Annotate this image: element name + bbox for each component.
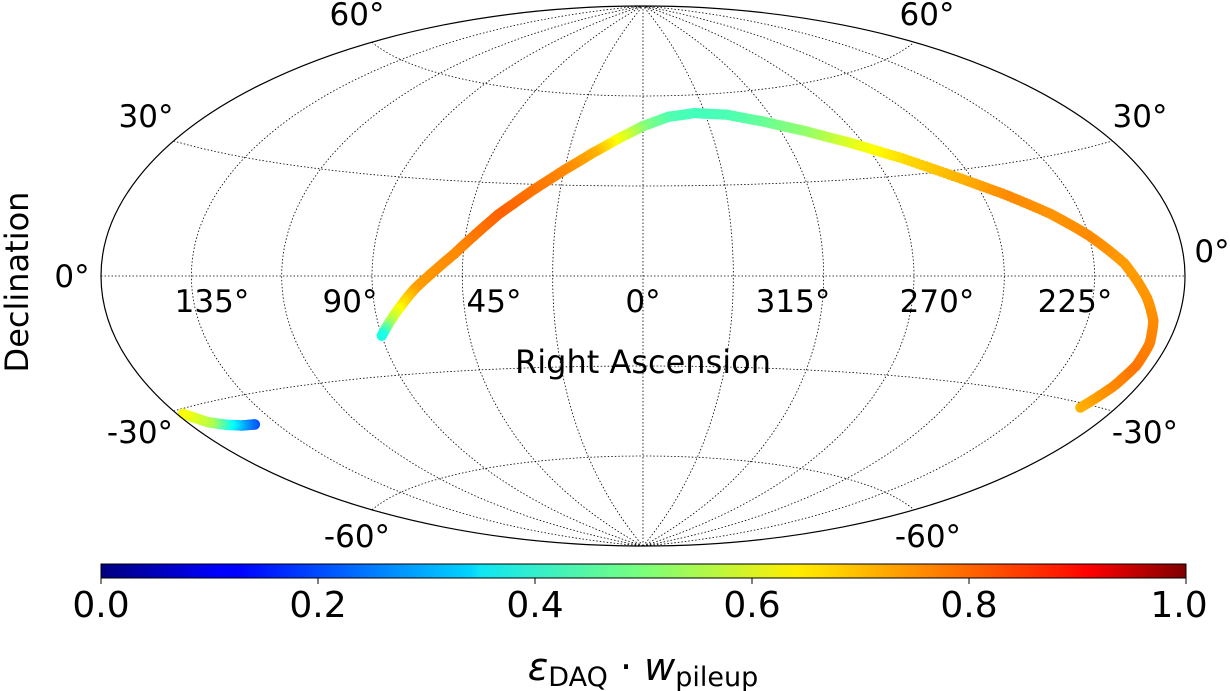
colorbar-tick-4: 0.8 xyxy=(940,585,997,626)
parallel-line xyxy=(173,365,1113,412)
meridian-line xyxy=(371,5,644,547)
ra-tick-315: 315° xyxy=(756,284,831,320)
dec-tick-left-0: 0° xyxy=(54,259,89,295)
colorbar-tick-5: 1.0 xyxy=(1150,585,1207,626)
meridian-line xyxy=(552,5,644,547)
meridian-line xyxy=(642,5,915,547)
dec-tick-left-60: 60° xyxy=(330,0,385,33)
colorbar-tick-1: 0.2 xyxy=(289,585,346,626)
meridian-line xyxy=(642,5,825,547)
colorbar-tick-0: 0.0 xyxy=(72,585,129,626)
meridian-line xyxy=(642,5,734,547)
dec-tick-right-30: 30° xyxy=(1113,99,1168,135)
ra-tick-225: 225° xyxy=(1038,284,1113,320)
track-point xyxy=(376,330,387,341)
dec-tick-right-0: 0° xyxy=(1194,234,1229,270)
sky-boundary xyxy=(100,5,1186,547)
parallel-line xyxy=(371,455,915,511)
ra-tick-0: 0° xyxy=(625,284,660,320)
dec-tick-left-30: 30° xyxy=(119,99,174,135)
parallel-line xyxy=(371,41,915,97)
grid-lines xyxy=(101,5,1185,547)
y-axis-label: Declination xyxy=(0,192,36,373)
dec-tick-right-60: 60° xyxy=(900,0,955,33)
dec-tick-right-minus30: -30° xyxy=(1112,415,1178,451)
dec-tick-left-minus30: -30° xyxy=(107,415,173,451)
x-axis-label: Right Ascension xyxy=(515,343,771,381)
colorbar-label-w: w xyxy=(644,645,676,689)
colorbar-label-sub-daq: DAQ xyxy=(548,662,608,691)
data-track xyxy=(177,107,1159,431)
meridian-line xyxy=(190,5,644,547)
ra-tick-135: 135° xyxy=(175,284,250,320)
ra-tick-270: 270° xyxy=(900,284,975,320)
colorbar-tick-2: 0.4 xyxy=(506,585,563,626)
colorbar-label-sub-pileup: pileup xyxy=(675,662,758,691)
meridian-line xyxy=(642,5,1096,547)
ra-tick-45: 45° xyxy=(467,284,522,320)
colorbar-tick-3: 0.6 xyxy=(723,585,780,626)
ra-tick-90: 90° xyxy=(323,284,378,320)
track-point xyxy=(177,408,189,419)
parallel-line xyxy=(173,140,1113,187)
dec-tick-right-minus60: -60° xyxy=(895,519,961,555)
colorbar-label: εDAQ · wpileup xyxy=(528,645,758,691)
dec-tick-left-minus60: -60° xyxy=(324,519,390,555)
colorbar-label-epsilon: ε xyxy=(528,645,549,689)
colorbar-ticks xyxy=(100,578,1187,584)
colorbar-label-dot: · xyxy=(608,645,644,689)
colorbar xyxy=(100,563,1187,579)
